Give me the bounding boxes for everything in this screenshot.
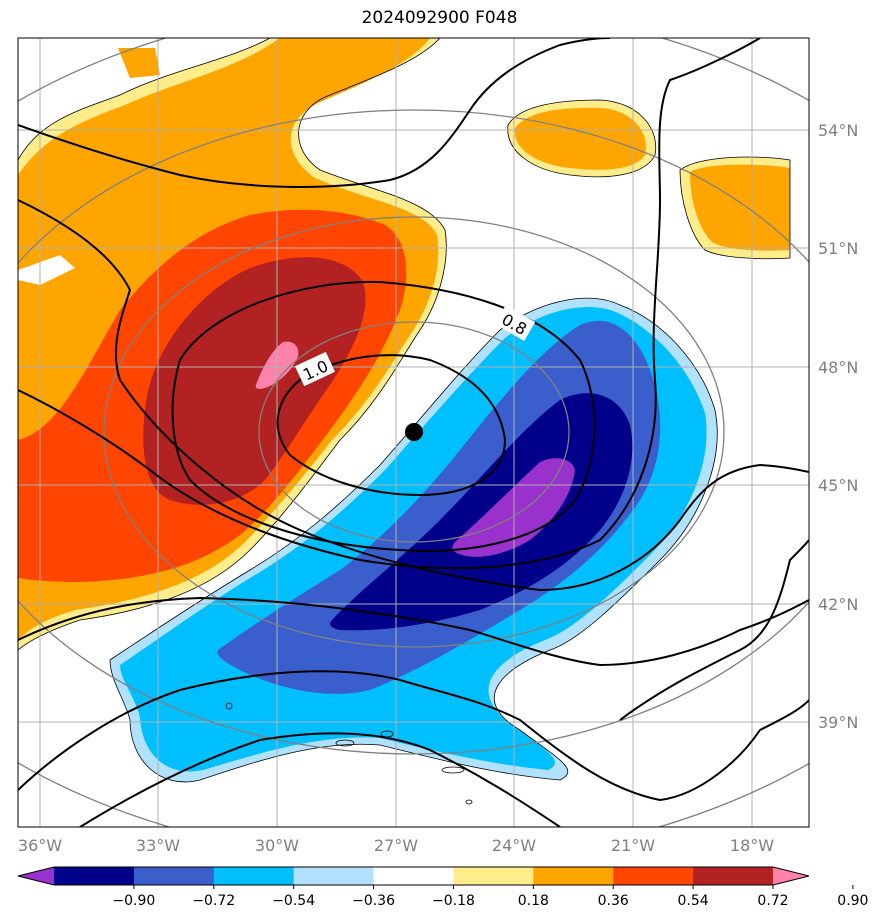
contour-1.0	[276, 354, 507, 497]
range-rings	[18, 38, 809, 827]
colorbar-tick-label: −0.72	[192, 893, 235, 909]
contour-lines	[18, 38, 809, 827]
colorbar-extend-max	[773, 867, 809, 885]
shade-neg0.72-band	[330, 393, 633, 631]
lat-label: 51°N	[818, 239, 858, 258]
colorbar-tick-label: −0.90	[112, 893, 155, 909]
colorbar-tick-label: 0.18	[518, 893, 549, 909]
colorbar: −0.90 −0.72 −0.54 −0.36 −0.18 0.18 0.36 0.54 0.7…	[17, 866, 868, 909]
contour-mid	[18, 596, 809, 667]
lat-label: 39°N	[818, 713, 858, 732]
colorbar-tick-label: 0.72	[757, 893, 788, 909]
colorbar-segment	[293, 867, 375, 885]
colorbar-segment	[373, 867, 454, 885]
range-ring-2	[103, 216, 725, 648]
range-ring-1	[258, 321, 570, 543]
colorbar-segment	[693, 867, 774, 885]
colorbar-segment	[613, 867, 694, 885]
contour-upper	[18, 38, 611, 188]
colorbar-segment	[533, 867, 614, 885]
shade-hole-w	[18, 255, 75, 285]
lon-label: 33°W	[136, 836, 180, 855]
contour-label-bg-0.8	[494, 304, 536, 342]
positive-shading	[18, 38, 790, 650]
colorbar-segment	[54, 867, 135, 885]
contour-right	[619, 539, 809, 721]
shade-patch-nw	[118, 48, 160, 78]
contour-label-bg-1.0	[294, 351, 336, 387]
colorbar-tick-label: −0.18	[432, 893, 475, 909]
contour-left-1	[18, 199, 809, 592]
colorbar-outline	[17, 866, 810, 886]
colorbar-segment	[133, 867, 215, 885]
colorbar-tick-label: −0.54	[272, 893, 315, 909]
lat-label: 48°N	[818, 358, 858, 377]
lat-label: 54°N	[818, 121, 858, 140]
negative-shading	[110, 298, 718, 782]
lon-label: 24°W	[492, 836, 536, 855]
latitude-labels: 54°N 51°N 48°N 45°N 42°N 39°N	[818, 121, 858, 732]
lon-label: 18°W	[730, 836, 774, 855]
range-ring-3	[18, 109, 809, 755]
colorbar-tick-label: 0.90	[837, 893, 868, 909]
lat-label: 42°N	[818, 595, 858, 614]
colorbar-tick-label: 0.36	[598, 893, 629, 909]
lon-label: 30°W	[255, 836, 299, 855]
contour-0.6	[18, 38, 761, 570]
lon-label: 36°W	[18, 836, 62, 855]
map-title: 2024092900 F048	[361, 8, 518, 28]
contour-lower-1	[18, 670, 809, 802]
map-area: 0.8 1.0	[18, 38, 809, 827]
shade-0.72-band	[143, 257, 366, 505]
contour-0.8	[171, 280, 596, 552]
colorbar-segment	[453, 867, 534, 885]
lon-label: 27°W	[374, 836, 418, 855]
colorbar-segment	[213, 867, 295, 885]
contour-lower-2	[79, 732, 561, 827]
map-frame	[17, 37, 810, 828]
colorbar-extend-min	[18, 867, 54, 885]
colorbar-tick-label: 0.54	[678, 893, 709, 909]
lon-label: 21°W	[611, 836, 655, 855]
lat-label: 45°N	[818, 476, 858, 495]
colorbar-tick-label: −0.36	[352, 893, 395, 909]
storm-center-dot	[405, 423, 423, 441]
longitude-labels: 36°W 33°W 30°W 27°W 24°W 21°W 18°W	[18, 836, 774, 855]
